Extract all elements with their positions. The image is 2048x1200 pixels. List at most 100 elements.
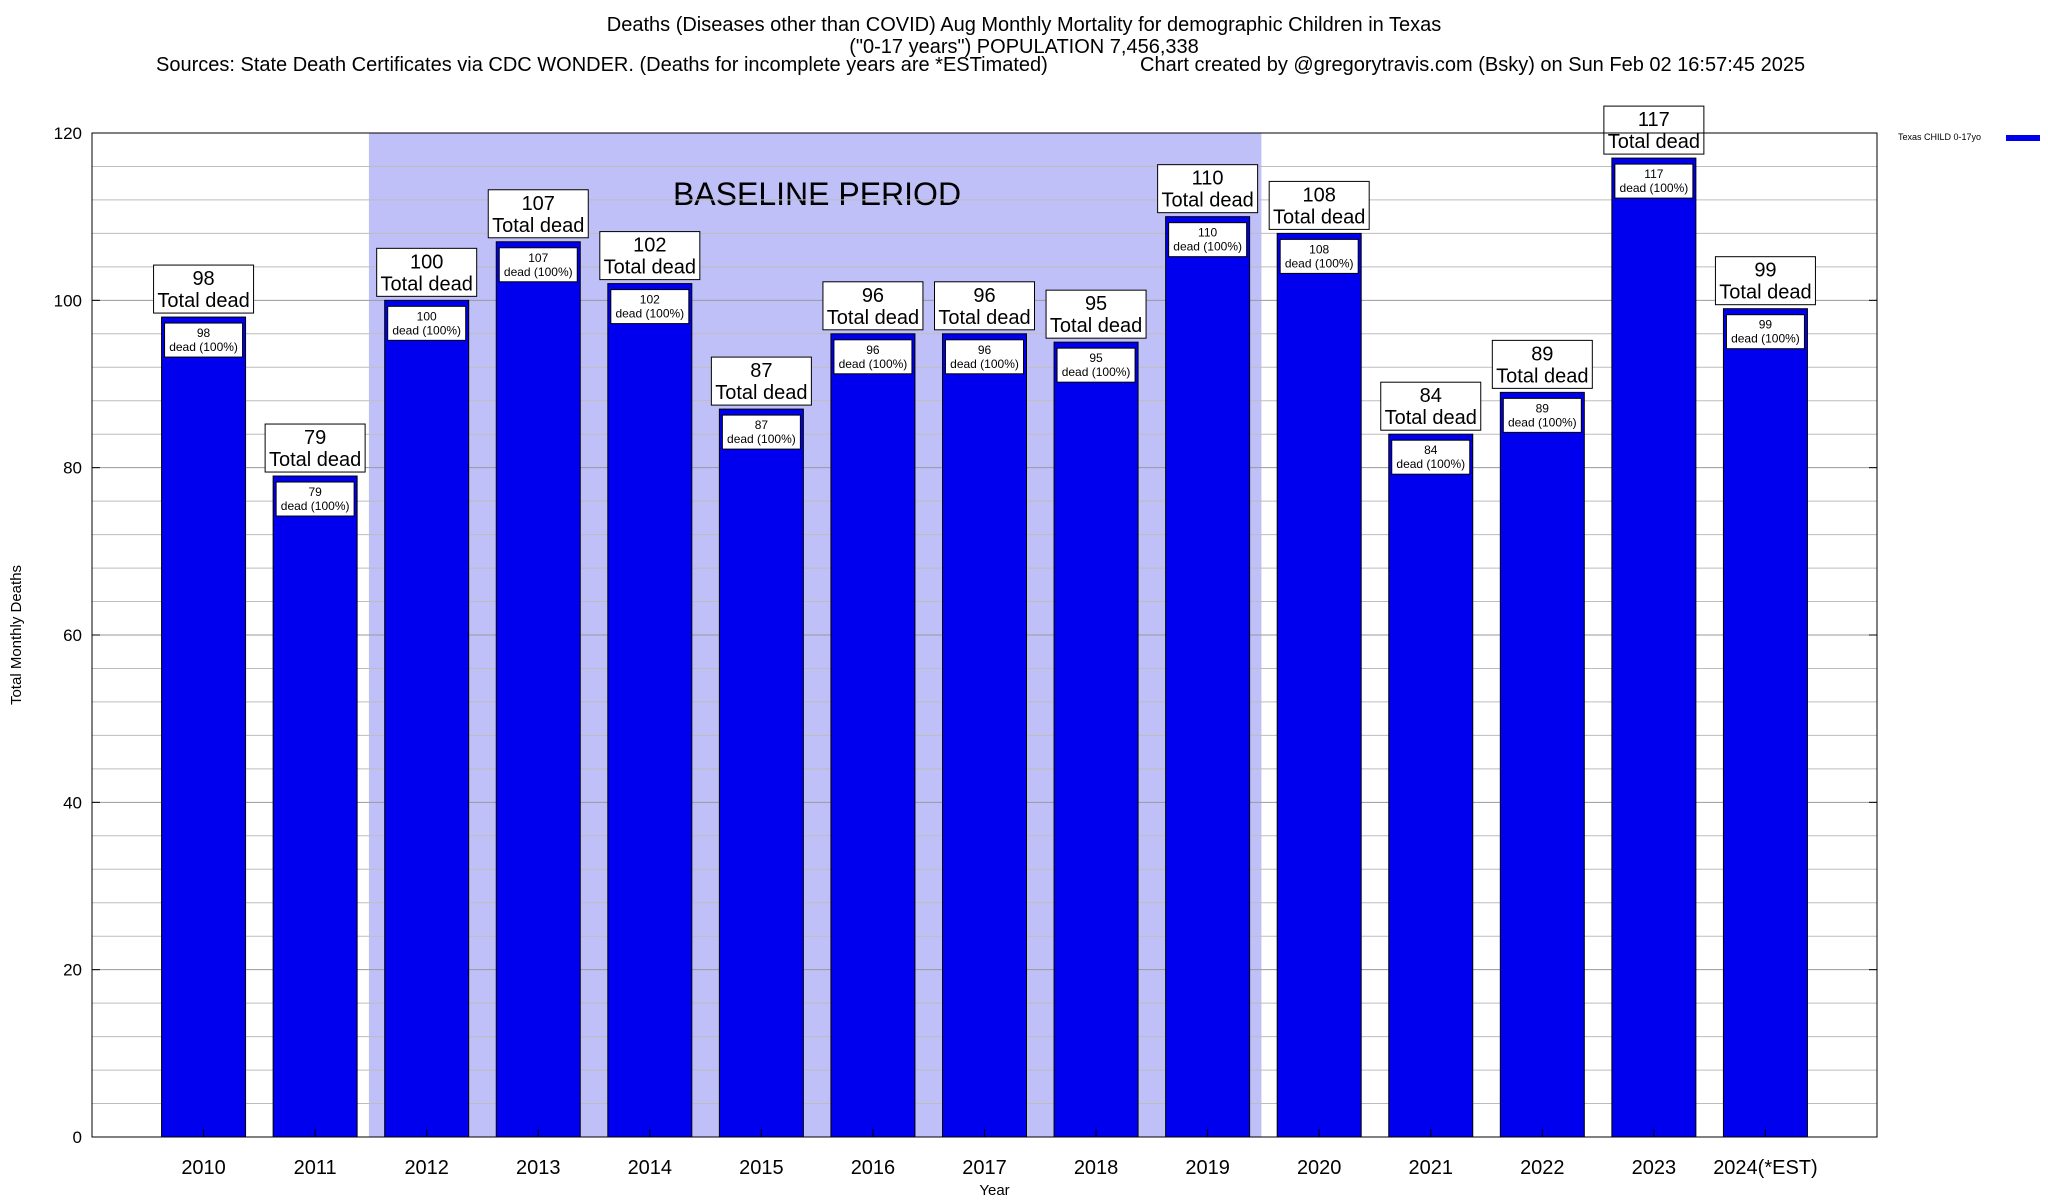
bar-total-label: Total dead: [269, 449, 361, 471]
bar-inner-label-box: [1502, 397, 1582, 433]
bar-total-label-box: [710, 356, 812, 406]
bar-inner-label-box: [1391, 439, 1471, 475]
bar-total-label-box: [1714, 256, 1816, 306]
bar-total-label-box: [376, 247, 478, 297]
bar-inner-value: 89: [1536, 401, 1550, 415]
x-tick-label: 2020: [1297, 1157, 1342, 1179]
bar-total-label-box: [487, 189, 589, 239]
bar: [607, 283, 693, 1138]
bar-inner-value: 87: [755, 418, 769, 432]
bar-inner-value: 117: [1644, 167, 1663, 181]
bar-inner-label-box: [498, 247, 578, 283]
bar-inner-value: 96: [978, 343, 992, 357]
bar-total-value: 96: [973, 285, 995, 307]
bar-total-label-box: [599, 231, 701, 281]
x-tick-label: 2012: [404, 1157, 449, 1179]
x-tick-label: 2024(*EST): [1713, 1157, 1818, 1179]
plot-frame: [91, 132, 1878, 1138]
x-tick-label: 2019: [1185, 1157, 1230, 1179]
bar-inner-label: dead (100%): [727, 432, 796, 446]
bar-inner-label-box: [610, 289, 690, 325]
bar: [161, 316, 247, 1138]
x-tick-label: 2011: [294, 1157, 337, 1179]
bar: [495, 241, 581, 1138]
bar: [1722, 308, 1808, 1138]
bar-total-label-box: [1491, 339, 1593, 389]
bar-total-label-box: [1045, 289, 1147, 339]
bar: [384, 299, 470, 1138]
bar-total-label-box: [1380, 381, 1482, 431]
bar-inner-label-box: [833, 339, 913, 375]
bar-total-label: Total dead: [1719, 282, 1811, 304]
bar-inner-label: dead (100%): [504, 265, 573, 279]
bar-total-value: 117: [1638, 109, 1670, 131]
bar-total-label: Total dead: [381, 273, 473, 295]
legend-label: Texas CHILD 0-17yo: [1898, 132, 1981, 142]
bar: [830, 333, 916, 1138]
bar-inner-label: dead (100%): [392, 323, 461, 337]
x-tick-label: 2014: [628, 1157, 673, 1179]
bar-total-label-box: [264, 423, 366, 473]
bar: [718, 408, 804, 1138]
bar: [1499, 391, 1585, 1138]
y-tick-label: 80: [63, 459, 82, 478]
bar-total-value: 108: [1303, 184, 1336, 206]
chart-subtitle: ("0-17 years") POPULATION 7,456,338: [849, 36, 1199, 58]
bar-total-label-box: [153, 264, 255, 314]
x-tick-label: 2023: [1632, 1157, 1677, 1179]
bar-inner-value: 84: [1424, 443, 1438, 457]
bar-inner-label-box: [1168, 222, 1248, 258]
bar-inner-label-box: [1614, 163, 1694, 199]
bar-total-label-box: [822, 281, 924, 331]
legend-swatch: [2006, 135, 2040, 141]
bar-total-value: 95: [1085, 293, 1107, 315]
bar-total-label: Total dead: [715, 382, 807, 404]
bar-total-label-box: [1157, 164, 1259, 214]
y-axis-label: Total Monthly Deaths: [8, 565, 25, 705]
bar-inner-label-box: [387, 305, 467, 341]
bar-inner-label: dead (100%): [1731, 332, 1800, 346]
bar-inner-value: 99: [1759, 318, 1773, 332]
x-tick-label: 2021: [1409, 1157, 1454, 1179]
y-tick-label: 100: [54, 291, 82, 310]
bar-inner-label: dead (100%): [950, 357, 1019, 371]
bar-total-value: 96: [862, 285, 884, 307]
bar-inner-value: 98: [197, 326, 211, 340]
baseline-period-label: BASELINE PERIOD: [673, 176, 961, 212]
bar-inner-label-box: [945, 339, 1024, 375]
bar-inner-label: dead (100%): [839, 357, 908, 371]
bar-total-label: Total dead: [938, 307, 1030, 329]
bar: [1165, 216, 1251, 1138]
x-tick-label: 2018: [1074, 1157, 1119, 1179]
bar-total-label: Total dead: [1161, 190, 1253, 212]
bar-total-value: 87: [750, 360, 772, 382]
bar: [1611, 157, 1697, 1138]
bar-inner-label-box: [164, 322, 244, 358]
bar-total-value: 98: [192, 268, 214, 290]
bar-inner-value: 102: [640, 293, 660, 307]
bar-total-value: 110: [1192, 168, 1224, 190]
bar-total-label-box: [934, 281, 1035, 331]
bar-inner-label: dead (100%): [1620, 181, 1689, 195]
bar-total-label: Total dead: [1050, 315, 1142, 337]
bar-total-value: 99: [1754, 260, 1776, 282]
bar-inner-value: 79: [308, 485, 322, 499]
x-tick-label: 2022: [1520, 1157, 1565, 1179]
bar-total-value: 102: [633, 235, 666, 257]
bar-total-label: Total dead: [1273, 206, 1365, 228]
bar-inner-label: dead (100%): [281, 499, 350, 513]
y-tick-label: 40: [63, 793, 82, 812]
x-tick-label: 2010: [181, 1157, 226, 1179]
bar-total-label: Total dead: [827, 307, 919, 329]
bar-total-label: Total dead: [1496, 365, 1588, 387]
bar-inner-label: dead (100%): [1062, 365, 1131, 379]
bar-inner-label: dead (100%): [1285, 256, 1354, 270]
bar-total-label: Total dead: [157, 290, 249, 312]
bar-inner-value: 107: [528, 251, 548, 265]
bar-total-value: 100: [410, 251, 443, 273]
bar-total-value: 89: [1531, 343, 1553, 365]
bar-total-value: 84: [1420, 385, 1442, 407]
bar-inner-label-box: [1279, 238, 1359, 274]
bar-inner-label: dead (100%): [1508, 415, 1577, 429]
